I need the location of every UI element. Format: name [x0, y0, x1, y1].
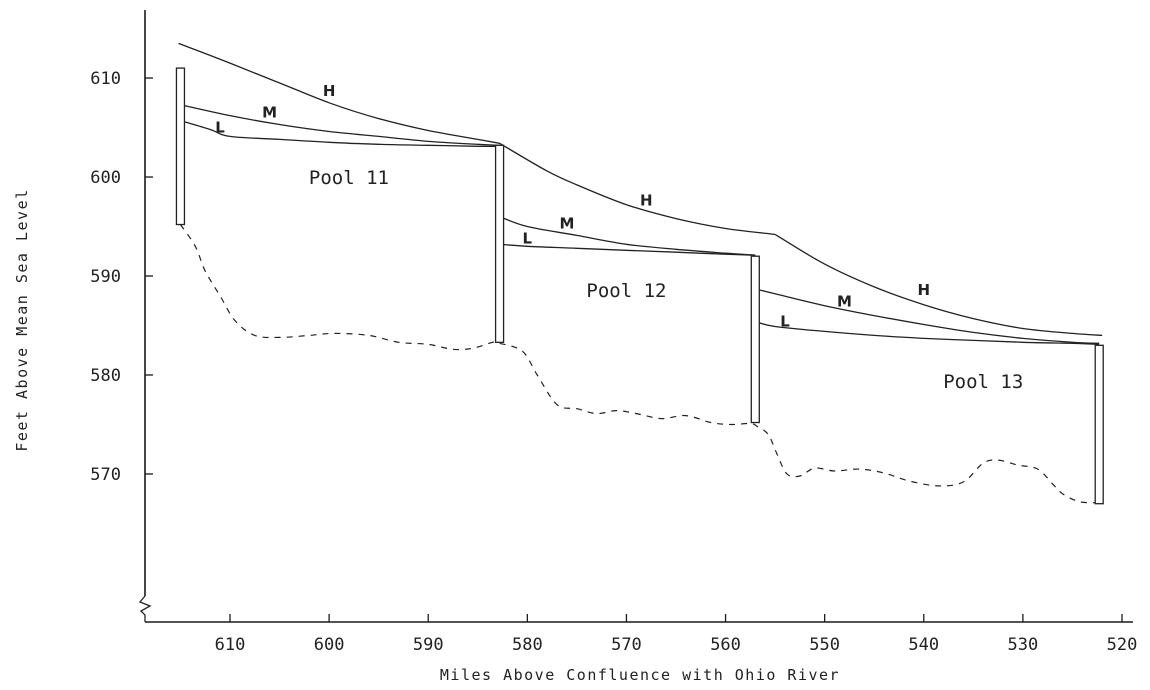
- dam-4: [1094, 344, 1104, 505]
- line-label-h: H: [323, 82, 336, 100]
- x-tick-label: 520: [1107, 635, 1138, 655]
- pool-13-line-l: [755, 320, 1100, 345]
- line-label-h: H: [640, 192, 653, 210]
- line-label-l: L: [523, 229, 533, 247]
- pool-label: Pool 11: [309, 167, 389, 189]
- y-axis-break-mark: [138, 595, 152, 622]
- x-axis-title: Miles Above Confluence with Ohio River: [440, 666, 840, 684]
- line-label-h: H: [917, 281, 930, 299]
- x-tick-label: 530: [1008, 635, 1039, 655]
- dam-1: [175, 67, 186, 226]
- pool-11-line-m: [180, 104, 500, 146]
- x-tick-label: 560: [710, 635, 741, 655]
- line-label-m: M: [560, 214, 575, 232]
- x-tick-label: 550: [809, 635, 840, 655]
- pool-label: Pool 13: [943, 371, 1023, 393]
- y-tick-label: 610: [90, 69, 121, 89]
- y-tick-label: 580: [90, 366, 121, 386]
- y-tick-label: 600: [90, 168, 121, 188]
- pool-13-line-h: [774, 233, 1103, 337]
- pool-11-line-h: [178, 42, 500, 144]
- pool-11-line-l: [180, 119, 500, 148]
- line-label-l: L: [215, 118, 225, 136]
- pool-label: Pool 12: [586, 280, 666, 302]
- riverbed-layer: [179, 224, 1098, 504]
- x-tick-label: 610: [215, 635, 246, 655]
- x-tick-label: 570: [611, 635, 642, 655]
- line-label-l: L: [780, 312, 790, 330]
- y-axis-title: Feet Above Mean Sea Level: [13, 188, 31, 451]
- pool-13-line-m: [755, 288, 1100, 344]
- dams-layer: [175, 67, 1104, 505]
- line-label-m: M: [262, 104, 277, 122]
- pool-12-line-l: [499, 243, 756, 256]
- pool-12-line-m: [499, 215, 756, 256]
- x-tick-label: 540: [908, 635, 939, 655]
- axes: 610 600 590 580 570 610 600 590 580 570 560 550 540 5…: [90, 10, 1137, 655]
- y-tick-label: 590: [90, 267, 121, 287]
- labels-layer: H M L Pool 11 H M L Pool 12 H M L Pool 13: [215, 82, 1023, 393]
- dam-2: [494, 144, 505, 343]
- line-label-m: M: [837, 293, 852, 311]
- dam-3: [750, 255, 760, 424]
- water-surface-lines: [178, 42, 1103, 345]
- x-tick-label: 600: [314, 635, 345, 655]
- y-tick-label: 570: [90, 465, 121, 485]
- riverbed-line: [179, 224, 1098, 504]
- x-tick-label: 590: [413, 635, 444, 655]
- pool-12-line-h: [499, 142, 776, 236]
- x-tick-label: 580: [512, 635, 543, 655]
